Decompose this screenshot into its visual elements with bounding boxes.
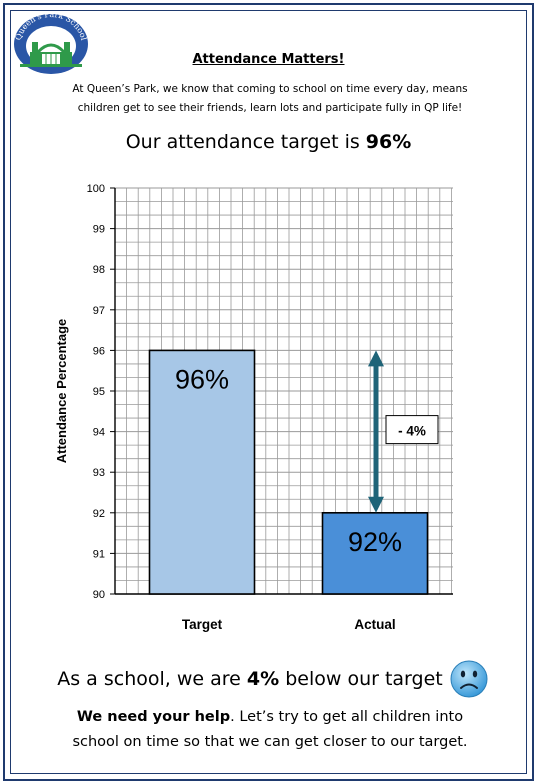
target-statement: Our attendance target is 96%: [0, 131, 537, 153]
intro-line-1: At Queen’s Park, we know that coming to …: [72, 83, 468, 95]
bar-actual: [321, 511, 429, 595]
y-axis-label: Attendance Percentage: [54, 319, 69, 464]
help-line-1: We need your help. Let’s try to get all …: [40, 705, 500, 730]
y-tick-label: 96: [93, 345, 105, 357]
y-tick-label: 90: [93, 589, 105, 601]
help-text: We need your help. Let’s try to get all …: [40, 705, 500, 755]
target-prefix: Our attendance target is: [125, 131, 366, 153]
y-tick-label: 94: [93, 427, 105, 439]
page-border-inner: [10, 10, 527, 774]
help-line-2: school on time so that we can get closer…: [72, 734, 468, 750]
summary-statement: As a school, we are 4% below our target: [0, 668, 500, 690]
target-value: 96%: [365, 131, 412, 153]
y-tick-label: 100: [87, 183, 105, 195]
y-tick-label: 91: [93, 548, 105, 560]
category-label: Target: [182, 617, 223, 632]
sad-face-icon: [450, 660, 488, 698]
y-tick-label: 99: [93, 224, 105, 236]
page-border: [3, 3, 534, 781]
y-tick-label: 95: [93, 386, 105, 398]
bar-target: [148, 349, 256, 595]
difference-label-box: [385, 415, 439, 445]
intro-text: At Queen’s Park, we know that coming to …: [40, 80, 500, 118]
y-tick-label: 97: [93, 305, 105, 317]
y-tick-label: 93: [93, 467, 105, 479]
help-bold: We need your help: [76, 709, 231, 725]
page-title: Attendance Matters!: [192, 52, 345, 67]
category-label: Actual: [354, 617, 395, 632]
summary-suffix: below our target: [279, 668, 443, 690]
bar-value-label: 92%: [348, 527, 402, 557]
attendance-chart: 90 91 92 93 94 95 96 97 98 99 100 Attendance Percen…: [54, 183, 453, 632]
summary-value: 4%: [246, 668, 280, 690]
help-rest: . Let’s try to get all children into: [230, 709, 464, 725]
y-tick-label: 98: [93, 264, 105, 276]
bar-value-label: 96%: [175, 364, 229, 394]
difference-label: - 4%: [398, 424, 426, 439]
intro-line-2: children get to see their friends, learn…: [77, 102, 463, 114]
difference-arrow-head-up: [368, 350, 384, 367]
y-tick-label: 92: [93, 508, 105, 520]
school-logo: Queen's Park School: [14, 12, 88, 74]
difference-arrow-head-down: [368, 496, 384, 513]
summary-prefix: As a school, we are: [57, 668, 247, 690]
